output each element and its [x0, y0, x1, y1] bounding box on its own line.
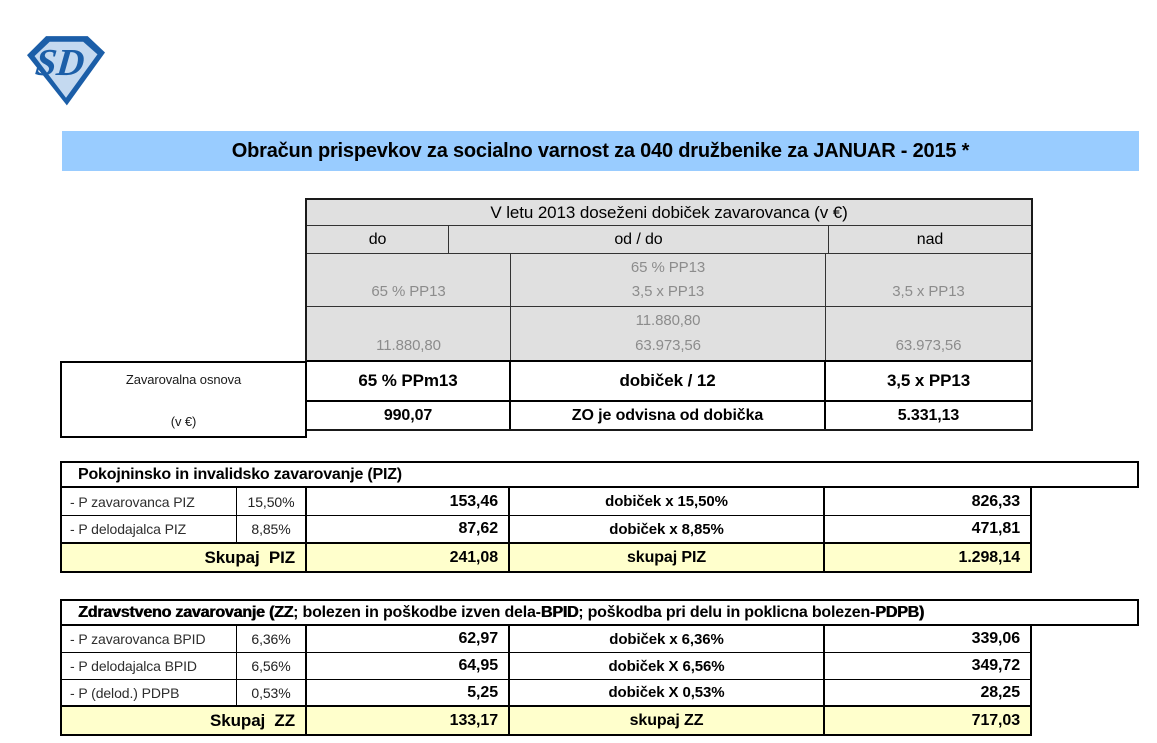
total-amount: 241,08 [307, 544, 510, 571]
col-header-nad: nad [916, 230, 944, 248]
table-row: - P (delod.) PDPB 0,53% 5,25 dobiček X 0… [62, 680, 1030, 707]
zz-total-row: Skupaj ZZ 133,17 skupaj ZZ 717,03 [62, 707, 1030, 734]
contribution-amount-max: 349,72 [971, 657, 1020, 674]
base-formula-row: 65 % PPm13 dobiček / 12 3,5 x PP13 [307, 360, 1031, 402]
base-formula-cell: dobiček / 12 [511, 362, 826, 400]
upper-table-column-headers: do od / do nad [307, 226, 1031, 254]
threshold-value: 65 % PP13 [630, 259, 706, 276]
contribution-formula: dobiček x 8,85% [510, 516, 825, 542]
threshold-row-formula: 65 % PP13 65 % PP13 3,5 x PP13 3,5 x PP1… [307, 254, 1031, 307]
threshold-value: 11.880,80 [635, 312, 701, 329]
insurance-base-unit: (v €) [170, 414, 197, 429]
base-value-row: 990,07 ZO je odvisna od dobička 5.331,13 [307, 402, 1031, 429]
page-title: Obračun prispevkov za socialno varnost z… [231, 139, 970, 162]
piz-total-row: Skupaj PIZ 241,08 skupaj PIZ 1.298,14 [62, 544, 1030, 571]
insurance-base-label-cell: Zavarovalna osnova (v €) [60, 361, 307, 438]
table-row: - P zavarovanca PIZ 15,50% 153,46 dobiče… [62, 488, 1030, 516]
contribution-label: - P (delod.) PDPB [62, 680, 237, 705]
table-row: - P delodajalca PIZ 8,85% 87,62 dobiček … [62, 516, 1030, 544]
total-formula: skupaj ZZ [510, 707, 825, 734]
base-value-cell: 5.331,13 [897, 406, 960, 424]
base-value-cell: ZO je odvisna od dobička [511, 402, 826, 429]
contribution-label: - P delodajalca PIZ [62, 516, 237, 542]
contribution-amount: 5,25 [307, 680, 510, 705]
contribution-rate: 0,53% [237, 680, 307, 705]
table-row: - P zavarovanca BPID 6,36% 62,97 dobiček… [62, 626, 1030, 653]
zz-header-segment: BPID [540, 603, 579, 621]
threshold-value: 63.973,56 [895, 337, 962, 354]
threshold-value: 11.880,80 [376, 337, 441, 354]
threshold-cell: 65 % PP13 3,5 x PP13 [511, 254, 826, 306]
threshold-cell: 3,5 x PP13 [826, 254, 1031, 306]
col-header-do: do [307, 226, 449, 253]
contribution-formula: dobiček x 6,36% [510, 626, 825, 652]
contribution-amount-max: 471,81 [971, 520, 1020, 537]
threshold-value: 3,5 x PP13 [631, 283, 705, 300]
zz-header-segment: ; bolezen in poškodbe izven dela- [293, 603, 541, 621]
contribution-label: - P delodajalca BPID [62, 653, 237, 679]
base-formula-cell: 3,5 x PP13 [886, 371, 971, 390]
contribution-rate: 6,36% [237, 626, 307, 652]
base-formula-cell: 65 % PPm13 [307, 362, 511, 400]
zz-header-segment: PDPB) [875, 603, 924, 621]
zz-header-segment: ; poškodba pri delu in poklicna bolezen- [578, 603, 876, 621]
table-row: - P delodajalca BPID 6,56% 64,95 dobiček… [62, 653, 1030, 680]
threshold-cell: 11.880,80 [307, 307, 511, 360]
total-label: Skupaj PIZ [62, 544, 307, 571]
contribution-amount-max: 28,25 [980, 683, 1020, 701]
total-amount-max: 1.298,14 [825, 544, 1030, 571]
contribution-rate: 6,56% [237, 653, 307, 679]
contribution-amount: 62,97 [307, 626, 510, 652]
contribution-rate: 8,85% [237, 516, 307, 542]
contribution-amount: 87,62 [307, 516, 510, 542]
contribution-rate: 15,50% [237, 488, 307, 515]
base-value-cell: 990,07 [307, 402, 511, 429]
total-formula: skupaj PIZ [510, 544, 825, 571]
contribution-formula: dobiček X 0,53% [510, 680, 825, 705]
contribution-formula: dobiček x 15,50% [510, 488, 825, 515]
contribution-amount-max: 339,06 [971, 630, 1020, 647]
threshold-value: 3,5 x PP13 [892, 283, 965, 300]
zz-section-header: Zdravstveno zavarovanje (ZZ ; bolezen in… [60, 599, 1139, 626]
sd-logo-letters: SD [33, 42, 86, 84]
threshold-cell: 65 % PP13 [307, 254, 511, 306]
total-amount-max: 717,03 [825, 707, 1030, 734]
zz-table: - P zavarovanca BPID 6,36% 62,97 dobiček… [60, 624, 1032, 736]
total-amount: 133,17 [307, 707, 510, 734]
contribution-amount: 153,46 [307, 488, 510, 515]
upper-table-header: V letu 2013 doseženi dobiček zavarovanca… [307, 200, 1031, 226]
threshold-value: 63.973,56 [635, 337, 701, 354]
col-header-od-do: od / do [449, 226, 829, 253]
threshold-row-amounts: 11.880,80 11.880,80 63.973,56 63.973,56 [307, 307, 1031, 360]
contribution-label: - P zavarovanca BPID [62, 626, 237, 652]
zz-header-segment: Zdravstveno zavarovanje (ZZ [78, 603, 294, 621]
sd-logo-icon: SD [27, 36, 105, 106]
threshold-cell: 11.880,80 63.973,56 [511, 307, 826, 360]
contribution-label: - P zavarovanca PIZ [62, 488, 237, 515]
piz-section-header: Pokojninsko in invalidsko zavarovanje (P… [60, 461, 1139, 488]
upper-table: V letu 2013 doseženi dobiček zavarovanca… [305, 198, 1033, 431]
contribution-amount-max: 826,33 [971, 492, 1020, 510]
piz-table: - P zavarovanca PIZ 15,50% 153,46 dobiče… [60, 486, 1032, 573]
threshold-value: 65 % PP13 [371, 283, 446, 300]
title-bar: Obračun prispevkov za socialno varnost z… [62, 131, 1139, 171]
insurance-base-label: Zavarovalna osnova [125, 372, 242, 387]
total-label: Skupaj ZZ [62, 707, 307, 734]
contribution-amount: 64,95 [307, 653, 510, 679]
threshold-cell: 63.973,56 [826, 307, 1031, 360]
contribution-formula: dobiček X 6,56% [510, 653, 825, 679]
